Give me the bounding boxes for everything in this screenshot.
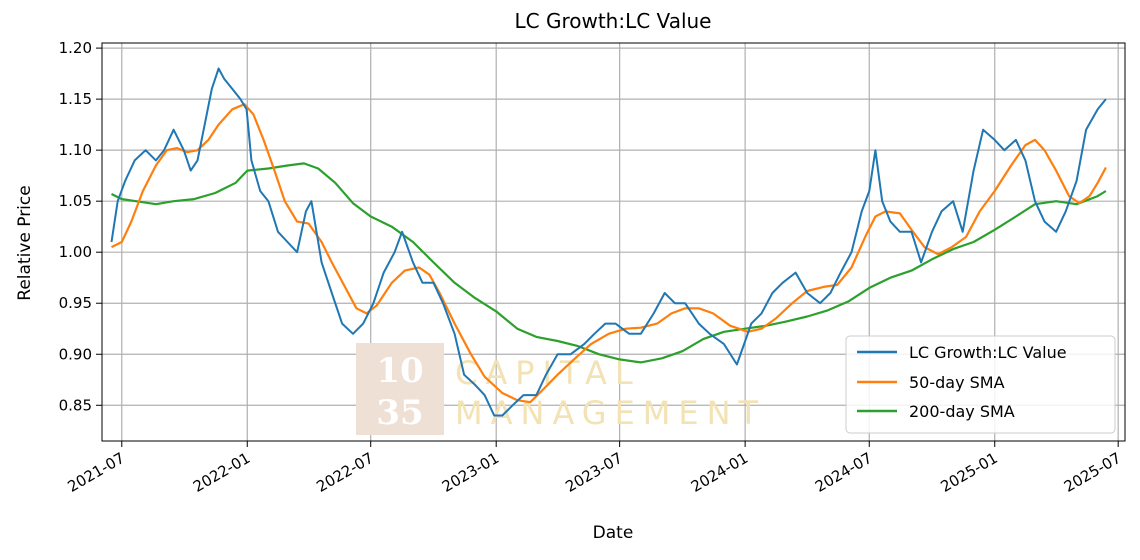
y-tick-label: 0.85 <box>59 396 92 414</box>
y-tick-label: 1.20 <box>59 39 92 57</box>
watermark-number-top: 10 <box>376 351 423 391</box>
watermark-box <box>356 343 444 435</box>
x-tick-label: 2024-07 <box>812 449 875 496</box>
watermark-line2: MANAGEMENT <box>455 394 766 432</box>
x-axis-title: Date <box>593 523 634 543</box>
x-tick-label: 2022-07 <box>313 449 376 496</box>
y-tick-label: 1.10 <box>59 141 92 159</box>
legend: LC Growth:LC Value 50-day SMA 200-day SM… <box>845 335 1116 434</box>
series-line-lc-growth <box>110 67 1107 417</box>
legend-label-50-day-sma: 50-day SMA <box>909 373 1005 392</box>
x-tick-label: 2025-01 <box>937 449 1000 496</box>
y-tick-label: 0.90 <box>59 345 92 363</box>
x-tick-label: 2025-07 <box>1061 449 1124 496</box>
series-line-200-day-sma <box>111 162 1107 364</box>
watermark-number-bottom: 35 <box>376 393 423 433</box>
y-tick-label: 1.15 <box>59 90 92 108</box>
y-axis-title: Relative Price <box>15 185 35 300</box>
chart-title: LC Growth:LC Value <box>515 9 712 33</box>
plot-frame <box>101 42 1126 442</box>
series-group <box>110 67 1107 417</box>
x-tick-label: 2021-07 <box>64 449 127 496</box>
x-tick-label: 2023-01 <box>439 449 502 496</box>
y-tick-label: 1.05 <box>59 192 92 210</box>
x-tick-label: 2024-01 <box>688 449 751 496</box>
legend-label-200-day-sma: 200-day SMA <box>909 402 1015 421</box>
y-tick-label: 1.00 <box>59 243 92 261</box>
x-tick-label: 2023-07 <box>562 449 625 496</box>
y-tick-label: 0.95 <box>59 294 92 312</box>
watermark-line1: CAPITAL <box>455 354 641 392</box>
x-tick-label: 2022-01 <box>190 449 253 496</box>
legend-box <box>845 335 1116 434</box>
series-line-50-day-sma <box>111 103 1107 404</box>
watermark-logo: 10 35 CAPITAL MANAGEMENT <box>356 343 766 435</box>
legend-label-lc-growth: LC Growth:LC Value <box>909 343 1067 362</box>
